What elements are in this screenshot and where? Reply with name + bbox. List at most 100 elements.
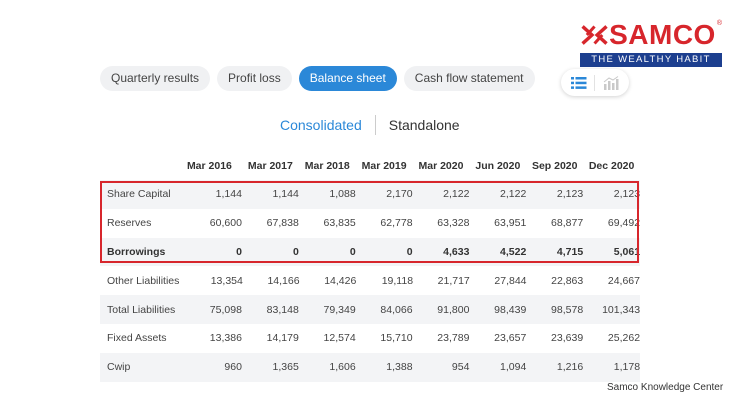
table-row-cwip: Cwip 960 1,365 1,606 1,388 954 1,094 1,2… xyxy=(100,352,641,382)
table-cell: 83,148 xyxy=(266,303,299,316)
logo-tagline: THE WEALTHY HABIT xyxy=(580,53,722,67)
view-toggle xyxy=(561,69,629,96)
column-header: Mar 2018 xyxy=(304,160,350,172)
table-cell: 1,365 xyxy=(272,361,299,374)
tab-profit-loss[interactable]: Profit loss xyxy=(217,66,292,91)
row-label: Borrowings xyxy=(107,245,166,258)
table-cell: 84,066 xyxy=(380,303,413,316)
table-row-borrowings: Borrowings 0 0 0 0 4,633 4,522 4,715 5,0… xyxy=(100,237,641,267)
table-cell: 1,216 xyxy=(556,361,584,374)
table-cell: 2,122 xyxy=(443,188,470,201)
table-row-reserves: Reserves 60,600 67,838 63,835 62,778 63,… xyxy=(100,209,640,238)
table-cell: 60,600 xyxy=(209,217,242,230)
table-cell: 0 xyxy=(236,245,242,258)
table-cell: 98,439 xyxy=(494,303,527,316)
samco-mark-icon xyxy=(581,25,608,45)
table-cell: 4,633 xyxy=(443,245,470,258)
column-header: Jun 2020 xyxy=(475,160,521,172)
logo-top-row: SAMCO ® xyxy=(580,20,722,50)
table-cell: 12,574 xyxy=(323,332,356,345)
table-cell: 2,170 xyxy=(386,188,413,201)
table-header: Mar 2016 Mar 2017 Mar 2018 Mar 2019 Mar … xyxy=(100,152,640,180)
table-cell: 13,386 xyxy=(209,332,242,345)
table-cell: 1,178 xyxy=(613,361,641,374)
balance-sheet-table: Mar 2016 Mar 2017 Mar 2018 Mar 2019 Mar … xyxy=(100,152,640,382)
table-cell: 62,778 xyxy=(380,217,413,230)
table-cell: 63,951 xyxy=(494,217,527,230)
table-cell: 954 xyxy=(451,361,470,374)
table-cell: 14,426 xyxy=(324,274,357,287)
table-cell: 75,098 xyxy=(209,303,242,316)
table-cell: 4,715 xyxy=(556,245,584,258)
table-cell: 1,144 xyxy=(272,188,299,201)
column-header: Mar 2019 xyxy=(361,160,407,172)
table-cell: 4,522 xyxy=(500,245,527,258)
table-cell: 5,061 xyxy=(613,245,641,258)
column-header: Mar 2020 xyxy=(418,160,464,172)
column-header: Sep 2020 xyxy=(531,160,578,172)
table-cell: 0 xyxy=(349,245,356,258)
row-label: Share Capital xyxy=(107,188,171,201)
consolidation-toggle: Consolidated Standalone xyxy=(280,115,460,135)
table-cell: 0 xyxy=(292,245,299,258)
logo-wordmark: SAMCO xyxy=(609,19,716,50)
table-cell: 19,118 xyxy=(381,274,414,287)
table-cell: 27,844 xyxy=(494,274,527,287)
table-row-total-liabilities: Total Liabilities 75,098 83,148 79,349 8… xyxy=(100,295,640,324)
table-cell: 22,863 xyxy=(551,274,584,287)
table-cell: 69,492 xyxy=(607,217,641,230)
row-label: Other Liabilities xyxy=(107,274,180,287)
table-cell: 2,123 xyxy=(613,188,641,201)
tab-cash-flow-statement[interactable]: Cash flow statement xyxy=(403,66,535,91)
watermark-note: Samco Knowledge Center xyxy=(607,382,724,393)
row-label: Cwip xyxy=(107,361,131,374)
table-cell: 1,144 xyxy=(215,188,242,201)
table-cell: 960 xyxy=(224,361,242,374)
table-cell: 63,835 xyxy=(323,217,356,230)
table-cell: 0 xyxy=(406,245,413,258)
consolidated-option[interactable]: Consolidated xyxy=(280,117,362,133)
table-cell: 63,328 xyxy=(437,217,470,230)
chart-view-icon[interactable] xyxy=(603,75,619,90)
table-cell: 23,639 xyxy=(551,332,584,345)
standalone-option[interactable]: Standalone xyxy=(388,117,460,133)
consolidation-divider xyxy=(374,115,376,135)
table-cell: 25,262 xyxy=(607,332,641,345)
column-header: Mar 2017 xyxy=(247,160,293,172)
table-cell: 14,179 xyxy=(266,332,299,345)
statement-tabs: Quarterly results Profit loss Balance sh… xyxy=(100,66,535,91)
table-cell: 21,717 xyxy=(437,274,470,287)
table-cell: 2,122 xyxy=(500,188,527,201)
row-label: Reserves xyxy=(107,217,152,230)
column-header: Mar 2016 xyxy=(186,160,232,172)
table-cell: 68,877 xyxy=(551,217,584,230)
samco-logo: SAMCO ® THE WEALTHY HABIT xyxy=(580,20,722,70)
table-cell: 67,838 xyxy=(266,217,299,230)
table-cell: 79,349 xyxy=(323,303,356,316)
tab-balance-sheet[interactable]: Balance sheet xyxy=(298,66,397,91)
table-cell: 24,667 xyxy=(607,274,640,287)
logo-registered-mark: ® xyxy=(716,20,722,27)
table-cell: 1,094 xyxy=(500,361,527,374)
table-view-icon[interactable] xyxy=(570,76,587,90)
table-cell: 1,388 xyxy=(386,361,413,374)
table-row-other-liabilities: Other Liabilities 13,354 14,166 14,426 1… xyxy=(100,266,640,295)
view-toggle-divider xyxy=(594,74,596,91)
table-cell: 23,789 xyxy=(437,332,470,345)
table-cell: 2,123 xyxy=(556,188,584,201)
table-cell: 13,354 xyxy=(210,274,243,287)
table-cell: 98,578 xyxy=(551,303,584,316)
table-cell: 101,343 xyxy=(602,303,641,316)
table-cell: 23,657 xyxy=(494,332,527,345)
tab-quarterly-results[interactable]: Quarterly results xyxy=(100,66,211,91)
table-cell: 14,166 xyxy=(267,274,300,287)
row-label: Total Liabilities xyxy=(107,303,176,316)
table-cell: 91,800 xyxy=(437,303,470,316)
table-row-share-capital: Share Capital 1,144 1,144 1,088 2,170 2,… xyxy=(100,180,640,209)
row-label: Fixed Assets xyxy=(107,332,167,345)
table-cell: 15,710 xyxy=(380,332,413,345)
table-cell: 1,088 xyxy=(329,188,356,201)
column-header: Dec 2020 xyxy=(588,160,635,172)
table-row-fixed-assets: Fixed Assets 13,386 14,179 12,574 15,710… xyxy=(100,324,640,353)
table-cell: 1,606 xyxy=(329,361,356,374)
